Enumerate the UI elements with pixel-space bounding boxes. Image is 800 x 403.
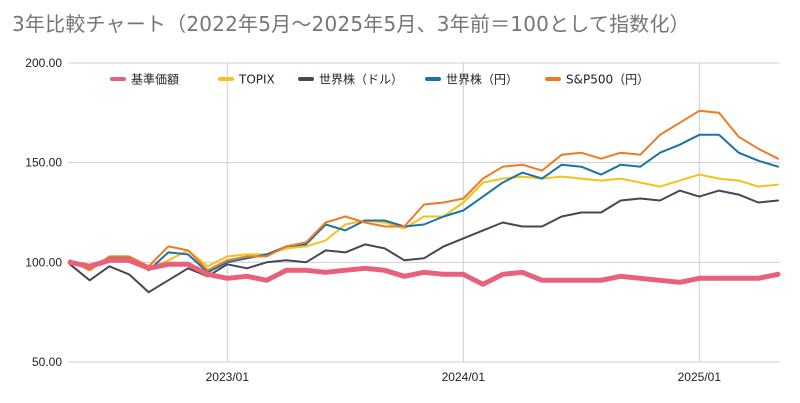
y-tick-label: 50.00 <box>32 355 62 369</box>
legend-item: S&P500（円） <box>545 73 649 87</box>
x-tick-label: 2023/01 <box>206 370 250 384</box>
x-axis-ticks: 2023/01 2024/01 2025/01 <box>206 370 722 384</box>
legend-label: 世界株（円） <box>446 72 518 87</box>
legend-label: S&P500（円） <box>566 73 649 87</box>
legend-label: 世界株（ドル） <box>319 72 403 87</box>
x-tick-label: 2025/01 <box>678 370 722 384</box>
legend: 基準価額 TOPIX 世界株（ドル） 世界株（円） S&P500（円） <box>110 72 649 87</box>
legend-item: 基準価額 <box>110 72 179 87</box>
legend-item: 世界株（ドル） <box>298 72 403 87</box>
chart-title: 3年比較チャート（2022年5月～2025年5月、3年前＝100として指数化） <box>12 12 690 36</box>
series-line-0 <box>67 257 781 287</box>
series-line-4 <box>69 109 779 272</box>
y-tick-label: 200.00 <box>25 56 62 70</box>
series-line-1 <box>69 173 779 270</box>
x-tick-label: 2024/01 <box>442 370 486 384</box>
legend-label: TOPIX <box>238 73 275 87</box>
y-tick-label: 150.00 <box>25 156 62 170</box>
legend-item: TOPIX <box>218 73 275 87</box>
legend-item: 世界株（円） <box>425 72 518 87</box>
legend-label: 基準価額 <box>131 72 179 87</box>
grid-lines <box>68 62 780 363</box>
y-tick-label: 100.00 <box>25 255 62 269</box>
series-line-2 <box>69 189 779 294</box>
series-lines <box>67 109 781 294</box>
series-line-3 <box>69 133 779 274</box>
y-axis-ticks: 50.00 100.00 150.00 200.00 <box>25 56 62 369</box>
